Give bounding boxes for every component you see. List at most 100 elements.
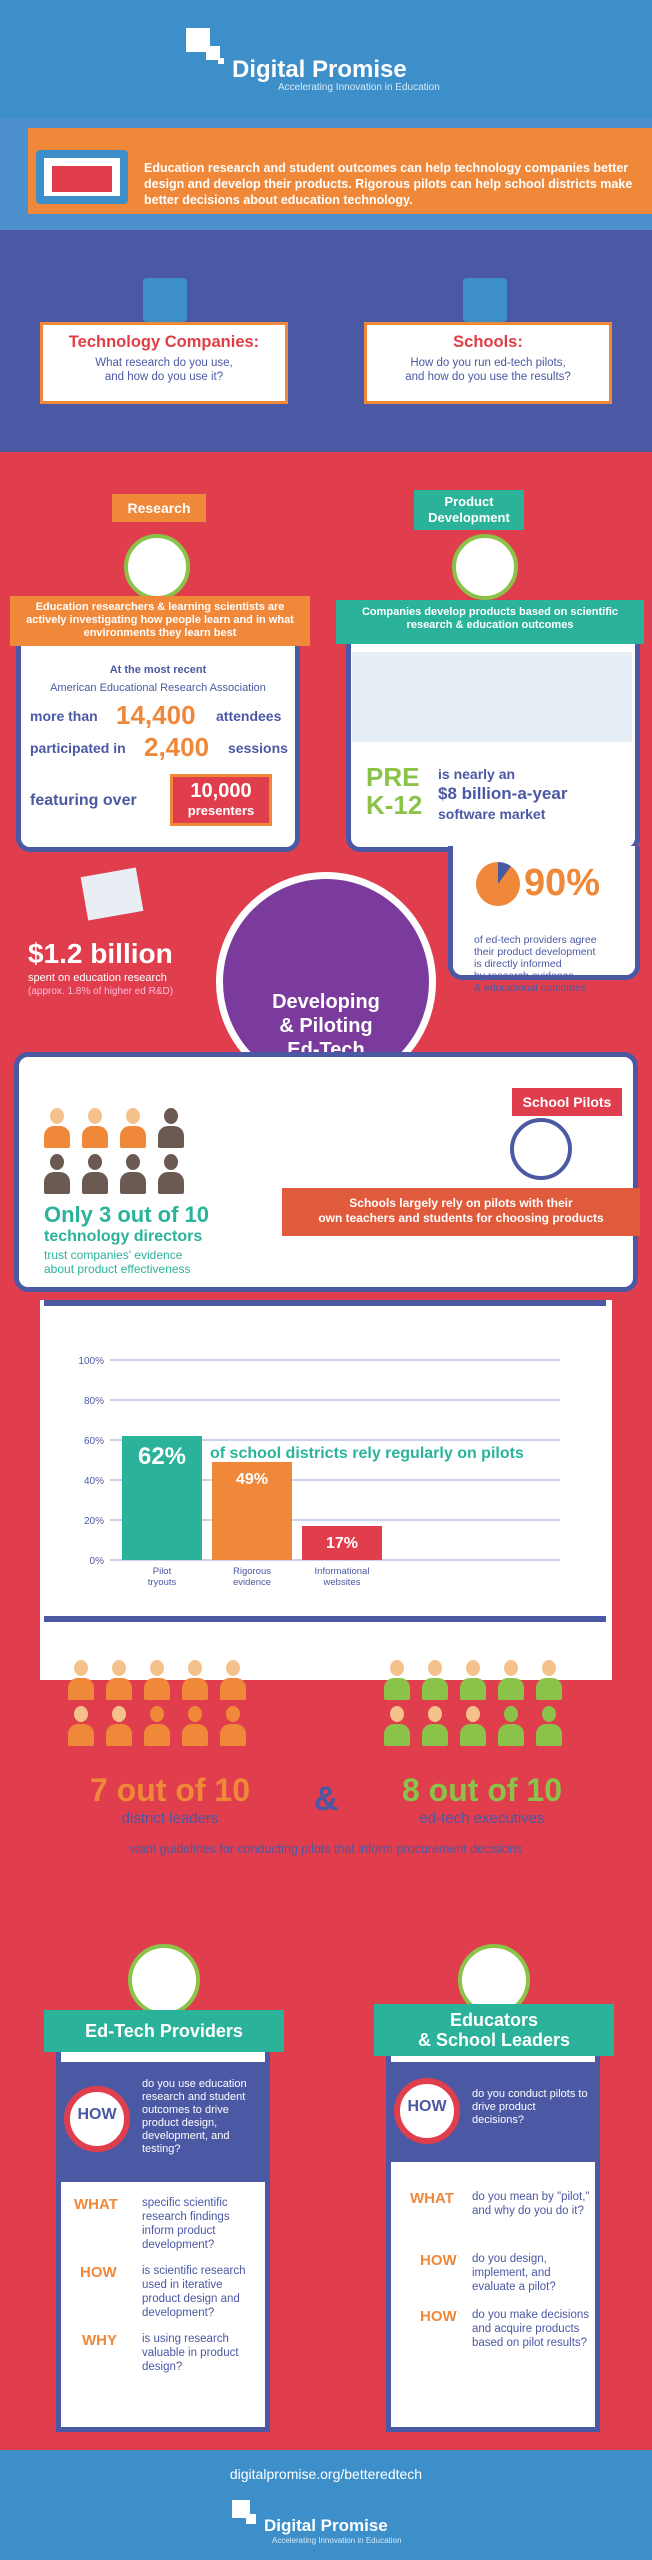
providers-why: WHY	[82, 2332, 117, 2349]
product-label-1: Product	[444, 494, 494, 509]
educators-title: Educators & School Leaders	[374, 2004, 614, 2056]
tech-question-title: Technology Companies:	[68, 333, 260, 351]
product-label-2: Development	[428, 510, 510, 525]
logo-icon	[186, 28, 226, 64]
logo-tagline: Accelerating Innovation in Education	[278, 82, 440, 93]
providers-what: WHAT	[74, 2196, 118, 2213]
person-icon	[158, 1108, 184, 1148]
researcher-icon	[124, 534, 190, 600]
buildings-icon	[143, 278, 187, 322]
providers-how-q: do you use education research and studen…	[142, 2078, 247, 2155]
footer-url[interactable]: digitalpromise.org/betteredtech	[229, 2466, 423, 2482]
person-icon	[536, 1660, 562, 1700]
guidelines-text: want guidelines for conducting pilots th…	[129, 1842, 523, 1856]
execs: ed-tech executives	[419, 1810, 545, 1827]
tech-question-sub2: and how do you use it?	[104, 371, 224, 383]
x-category-label: tryouts	[148, 1577, 177, 1588]
educators-what-q: do you mean by "pilot," and why do you d…	[472, 2191, 590, 2217]
monitor-icon	[452, 534, 518, 600]
attendees-num: 14,400	[116, 700, 196, 730]
bar	[122, 1436, 202, 1560]
product-ribbon: Companies develop products based on scie…	[336, 600, 644, 644]
x-category-label: Informational	[315, 1566, 370, 1577]
leaders: district leaders	[121, 1810, 219, 1827]
educators-title-2: & School Leaders	[417, 2030, 571, 2050]
person-icon	[460, 1706, 486, 1746]
person-icon	[158, 1154, 184, 1194]
header	[0, 0, 652, 118]
research-ribbon: Education researchers & learning scienti…	[10, 596, 310, 646]
person-icon	[384, 1706, 410, 1746]
pie-icon	[476, 862, 520, 906]
only-3: Only 3 out of 10	[44, 1202, 210, 1227]
providers-title: Ed-Tech Providers	[44, 2010, 284, 2052]
y-tick-label: 0%	[90, 1556, 105, 1567]
person-icon	[422, 1660, 448, 1700]
footer-logo-icon	[232, 2500, 262, 2528]
educators-how3: HOW	[420, 2308, 457, 2325]
bar-value-label: 17%	[326, 1535, 358, 1552]
person-icon	[106, 1660, 132, 1700]
person-icon	[498, 1660, 524, 1700]
person-icon	[82, 1154, 108, 1194]
person-icon	[220, 1660, 246, 1700]
pilots-ribbon-2: own teachers and students for choosing p…	[318, 1211, 604, 1225]
provider-avatar	[128, 1944, 200, 2016]
y-tick-label: 40%	[84, 1476, 104, 1487]
pct-90: 90%	[524, 862, 601, 904]
tech-question-sub1: What research do you use,	[95, 357, 233, 369]
attendees: attendees	[216, 708, 282, 724]
y-tick-label: 100%	[78, 1356, 104, 1367]
spent-amount: $1.2 billion	[28, 938, 173, 969]
market-3: software market	[438, 806, 546, 822]
devices-illustration	[352, 652, 632, 742]
person-icon	[68, 1660, 94, 1700]
schools-question-sub2: and how do you use the results?	[405, 371, 571, 383]
pre-label: PRE	[366, 762, 420, 792]
center-title-2: & Piloting	[279, 1015, 373, 1037]
amp: &	[313, 1780, 339, 1818]
intro-bar	[28, 128, 652, 214]
market-1: is nearly an	[438, 766, 516, 782]
person-icon	[144, 1660, 170, 1700]
educators-how2-q: do you design, implement, and evaluate a…	[472, 2253, 556, 2293]
pilots-ribbon: Schools largely rely on pilots with thei…	[282, 1188, 640, 1236]
educators-what: WHAT	[410, 2190, 454, 2207]
product-label: Product Development	[414, 490, 524, 530]
exec-stat: 8 out of 10	[401, 1772, 562, 1808]
schools-question-title: Schools:	[453, 333, 523, 351]
y-tick-label: 60%	[84, 1436, 104, 1447]
person-icon	[68, 1706, 94, 1746]
person-icon	[120, 1108, 146, 1148]
school-pilots-label: School Pilots	[512, 1088, 622, 1116]
research-assoc: American Educational Research Associatio…	[50, 682, 266, 694]
providers-what-q: specific scientific research findings in…	[142, 2197, 230, 2251]
footer-title: Digital Promise	[264, 2516, 388, 2535]
person-icon	[460, 1660, 486, 1700]
pct-text-3: is directly informed	[474, 958, 562, 970]
providers-how2: HOW	[80, 2264, 117, 2281]
center-icons	[246, 928, 406, 968]
research-label: Research	[112, 494, 206, 522]
k12-label: K-12	[366, 790, 423, 820]
bar	[302, 1526, 382, 1560]
footer	[0, 2450, 652, 2560]
directors: technology directors	[44, 1228, 203, 1245]
providers-why-q: is using research valuable in product de…	[142, 2333, 239, 2373]
leaders-stat: 7 out of 10	[89, 1772, 250, 1808]
educators-title-1: Educators	[449, 2010, 539, 2030]
sessions: sessions	[228, 740, 288, 756]
trust-1: trust companies' evidence	[44, 1248, 183, 1262]
pct-text-4: by research evidence	[474, 970, 574, 982]
x-category-label: Rigorous	[233, 1566, 271, 1577]
bar-value-label: 62%	[138, 1443, 186, 1470]
x-category-label: Pilot	[153, 1566, 172, 1577]
market-2: $8 billion-a-year	[438, 784, 568, 803]
trust-2: about product effectiveness	[44, 1262, 191, 1276]
pct-text-2: their product development	[474, 946, 596, 958]
person-icon	[536, 1706, 562, 1746]
logo-title: Digital Promise	[232, 56, 407, 83]
person-icon	[384, 1660, 410, 1700]
school-icon	[463, 278, 507, 322]
